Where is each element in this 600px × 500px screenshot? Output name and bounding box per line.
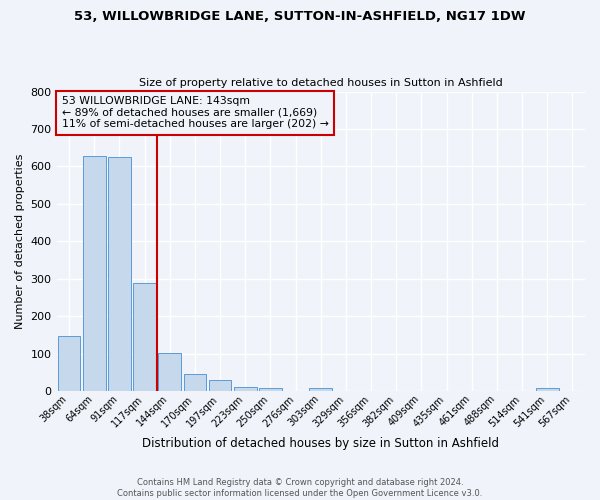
Bar xyxy=(58,336,80,391)
Bar xyxy=(259,388,282,391)
Bar xyxy=(536,388,559,391)
Bar xyxy=(234,387,257,391)
Y-axis label: Number of detached properties: Number of detached properties xyxy=(15,154,25,329)
Bar xyxy=(133,283,156,391)
Bar xyxy=(184,374,206,391)
Bar xyxy=(83,156,106,391)
Bar xyxy=(108,157,131,391)
Text: 53, WILLOWBRIDGE LANE, SUTTON-IN-ASHFIELD, NG17 1DW: 53, WILLOWBRIDGE LANE, SUTTON-IN-ASHFIEL… xyxy=(74,10,526,23)
Bar xyxy=(310,388,332,391)
X-axis label: Distribution of detached houses by size in Sutton in Ashfield: Distribution of detached houses by size … xyxy=(142,437,499,450)
Bar xyxy=(158,353,181,391)
Title: Size of property relative to detached houses in Sutton in Ashfield: Size of property relative to detached ho… xyxy=(139,78,503,88)
Bar xyxy=(209,380,232,391)
Text: Contains HM Land Registry data © Crown copyright and database right 2024.
Contai: Contains HM Land Registry data © Crown c… xyxy=(118,478,482,498)
Text: 53 WILLOWBRIDGE LANE: 143sqm
← 89% of detached houses are smaller (1,669)
11% of: 53 WILLOWBRIDGE LANE: 143sqm ← 89% of de… xyxy=(62,96,329,129)
